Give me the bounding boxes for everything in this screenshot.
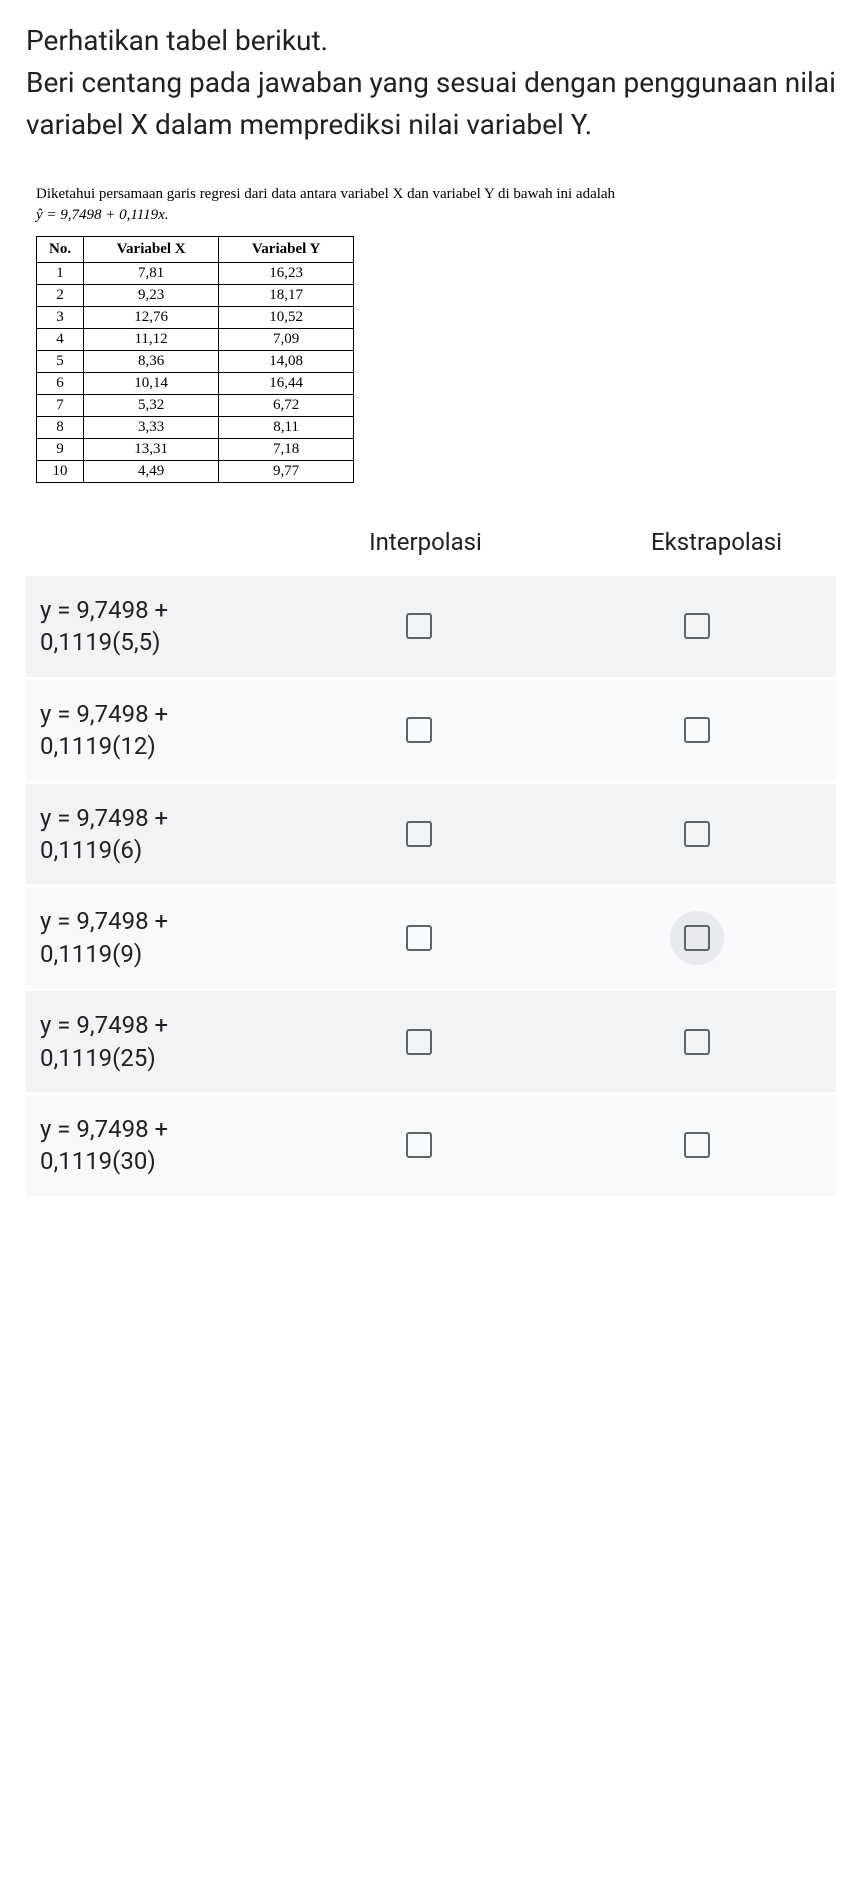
table-cell: 8,11 <box>219 417 354 439</box>
table-cell: 7,81 <box>84 263 219 285</box>
answer-row: y = 9,7498 + 0,1119(12) <box>26 680 836 781</box>
table-cell: 1 <box>37 263 84 285</box>
table-row: 104,499,77 <box>37 461 354 483</box>
table-cell: 14,08 <box>219 351 354 373</box>
table-row: 411,127,09 <box>37 329 354 351</box>
table-header-row: No. Variabel X Variabel Y <box>37 237 354 263</box>
answer-label: y = 9,7498 + 0,1119(30) <box>26 1113 280 1178</box>
answer-row: y = 9,7498 + 0,1119(30) <box>26 1095 836 1196</box>
table-cell: 10 <box>37 461 84 483</box>
table-cell: 2 <box>37 285 84 307</box>
interpolasi-checkbox[interactable] <box>406 613 432 639</box>
table-cell: 7 <box>37 395 84 417</box>
ekstrapolasi-checkbox-col <box>558 717 836 743</box>
table-row: 17,8116,23 <box>37 263 354 285</box>
table-header-y: Variabel Y <box>219 237 354 263</box>
table-header-no: No. <box>37 237 84 263</box>
table-cell: 13,31 <box>84 439 219 461</box>
ekstrapolasi-checkbox[interactable] <box>684 1029 710 1055</box>
checkbox-highlight <box>670 911 724 965</box>
table-cell: 4 <box>37 329 84 351</box>
answer-label: y = 9,7498 + 0,1119(9) <box>26 905 280 970</box>
table-cell: 4,49 <box>84 461 219 483</box>
ekstrapolasi-header: Ekstrapolasi <box>571 528 862 556</box>
interpolasi-checkbox[interactable] <box>406 821 432 847</box>
answer-row: y = 9,7498 + 0,1119(9) <box>26 887 836 988</box>
table-cell: 16,23 <box>219 263 354 285</box>
regression-equation: ŷ = 9,7498 + 0,1119x. <box>36 207 826 224</box>
table-row: 83,338,11 <box>37 417 354 439</box>
interpolasi-checkbox-col <box>280 613 558 639</box>
table-cell: 12,76 <box>84 307 219 329</box>
table-cell: 16,44 <box>219 373 354 395</box>
table-row: 75,326,72 <box>37 395 354 417</box>
table-cell: 3,33 <box>84 417 219 439</box>
table-cell: 10,52 <box>219 307 354 329</box>
ekstrapolasi-checkbox-col <box>558 911 836 965</box>
answer-label: y = 9,7498 + 0,1119(6) <box>26 802 280 867</box>
table-cell: 8,36 <box>84 351 219 373</box>
ekstrapolasi-checkbox-col <box>558 1029 836 1055</box>
table-row: 913,317,18 <box>37 439 354 461</box>
table-cell: 3 <box>37 307 84 329</box>
table-cell: 5,32 <box>84 395 219 417</box>
interpolasi-header: Interpolasi <box>280 528 571 556</box>
answer-row: y = 9,7498 + 0,1119(6) <box>26 784 836 885</box>
answer-row: y = 9,7498 + 0,1119(25) <box>26 991 836 1092</box>
interpolasi-checkbox-col <box>280 1132 558 1158</box>
answer-label: y = 9,7498 + 0,1119(5,5) <box>26 594 280 659</box>
interpolasi-checkbox-col <box>280 925 558 951</box>
interpolasi-checkbox-col <box>280 1029 558 1055</box>
answer-row: y = 9,7498 + 0,1119(5,5) <box>26 576 836 677</box>
table-cell: 7,09 <box>219 329 354 351</box>
interpolasi-checkbox[interactable] <box>406 925 432 951</box>
answer-label: y = 9,7498 + 0,1119(25) <box>26 1009 280 1074</box>
table-cell: 6 <box>37 373 84 395</box>
ekstrapolasi-checkbox[interactable] <box>684 1132 710 1158</box>
table-cell: 18,17 <box>219 285 354 307</box>
table-cell: 11,12 <box>84 329 219 351</box>
info-section: Diketahui persamaan garis regresi dari d… <box>0 186 862 483</box>
table-cell: 8 <box>37 417 84 439</box>
table-cell: 9,23 <box>84 285 219 307</box>
table-row: 58,3614,08 <box>37 351 354 373</box>
table-cell: 6,72 <box>219 395 354 417</box>
ekstrapolasi-checkbox-col <box>558 1132 836 1158</box>
interpolasi-checkbox[interactable] <box>406 717 432 743</box>
table-row: 29,2318,17 <box>37 285 354 307</box>
column-headers: Interpolasi Ekstrapolasi <box>0 513 862 571</box>
table-cell: 7,18 <box>219 439 354 461</box>
ekstrapolasi-checkbox[interactable] <box>684 925 710 951</box>
table-cell: 9,77 <box>219 461 354 483</box>
interpolasi-checkbox[interactable] <box>406 1132 432 1158</box>
data-table: No. Variabel X Variabel Y 17,8116,2329,2… <box>36 236 354 483</box>
interpolasi-checkbox-col <box>280 717 558 743</box>
ekstrapolasi-checkbox[interactable] <box>684 821 710 847</box>
regression-info: Diketahui persamaan garis regresi dari d… <box>36 186 826 203</box>
interpolasi-checkbox[interactable] <box>406 1029 432 1055</box>
ekstrapolasi-checkbox-col <box>558 821 836 847</box>
answer-label: y = 9,7498 + 0,1119(12) <box>26 698 280 763</box>
table-cell: 5 <box>37 351 84 373</box>
table-row: 312,7610,52 <box>37 307 354 329</box>
interpolasi-checkbox-col <box>280 821 558 847</box>
ekstrapolasi-checkbox[interactable] <box>684 717 710 743</box>
table-cell: 10,14 <box>84 373 219 395</box>
question-text: Perhatikan tabel berikut.Beri centang pa… <box>0 20 862 146</box>
ekstrapolasi-checkbox-col <box>558 613 836 639</box>
table-header-x: Variabel X <box>84 237 219 263</box>
table-cell: 9 <box>37 439 84 461</box>
ekstrapolasi-checkbox[interactable] <box>684 613 710 639</box>
table-row: 610,1416,44 <box>37 373 354 395</box>
